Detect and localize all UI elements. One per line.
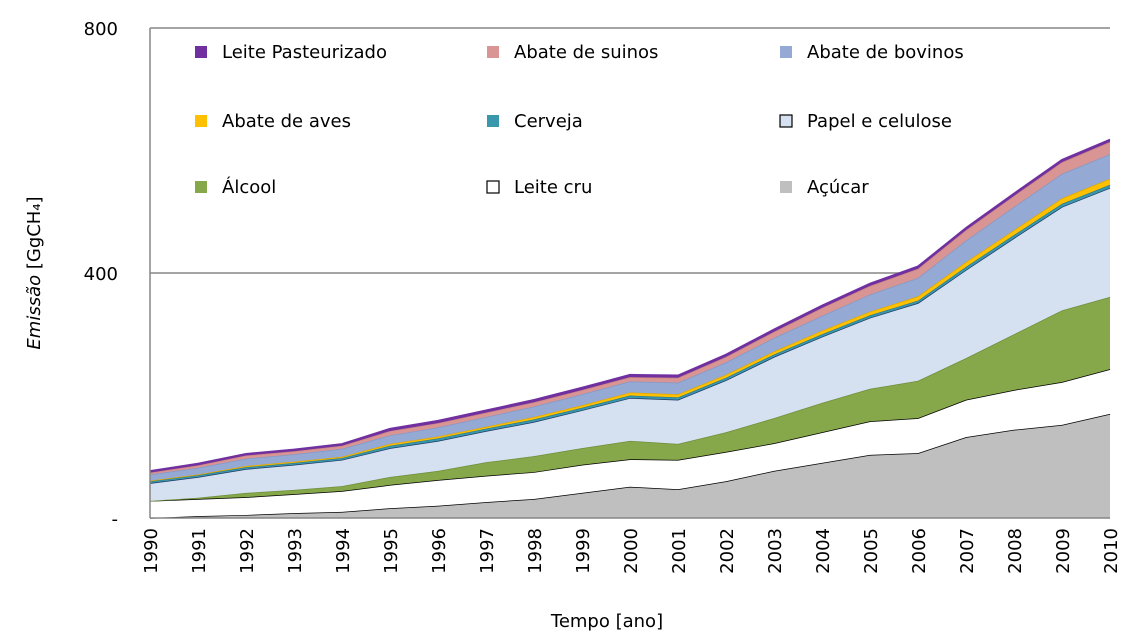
- x-tick-label: 1995: [381, 528, 402, 574]
- x-tick-label: 1991: [189, 528, 210, 574]
- x-tick-label: 1994: [333, 528, 354, 574]
- legend-label: Abate de suinos: [514, 42, 658, 63]
- legend-swatch: [487, 115, 499, 127]
- y-tick-label: 400: [84, 264, 118, 285]
- x-tick-label: 2003: [765, 528, 786, 574]
- x-tick-label: 1998: [525, 528, 546, 574]
- area: [150, 369, 1110, 518]
- area: [150, 296, 1110, 501]
- x-tick-label: 2004: [813, 528, 834, 574]
- legend-label: Abate de aves: [222, 111, 351, 132]
- legend-label: Cerveja: [514, 111, 583, 132]
- y-axis-title: Emissão [GgCH₄]: [24, 196, 45, 349]
- area: [150, 413, 1110, 518]
- legend-swatch: [195, 181, 207, 193]
- x-tick-label: 2008: [1005, 528, 1026, 574]
- legend-swatch: [780, 181, 792, 193]
- y-axis-unit: [GgCH₄]: [24, 196, 45, 269]
- area-edge: [149, 138, 1111, 472]
- x-tick-label: 1993: [285, 528, 306, 574]
- x-tick-label: 2009: [1053, 528, 1074, 574]
- x-tick-label: 2010: [1101, 528, 1122, 574]
- x-tick-label: 1999: [573, 528, 594, 574]
- x-tick-label: 2002: [717, 528, 738, 574]
- x-tick-label: 1992: [237, 528, 258, 574]
- legend-swatch: [195, 46, 207, 58]
- legend-label: Abate de bovinos: [807, 42, 964, 63]
- x-tick-label: 1990: [141, 528, 162, 574]
- legend-label: Papel e celulose: [807, 111, 952, 132]
- legend-label: Açúcar: [807, 177, 869, 198]
- x-tick-label: 2006: [909, 528, 930, 574]
- legend-swatch: [780, 46, 792, 58]
- x-tick-label: 1996: [429, 528, 450, 574]
- x-tick-label: 2005: [861, 528, 882, 574]
- legend-swatch: [779, 114, 793, 128]
- legend-label: Leite Pasteurizado: [222, 42, 387, 63]
- legend-swatch: [195, 115, 207, 127]
- x-tick-label: 2007: [957, 528, 978, 574]
- x-tick-label: 2000: [621, 528, 642, 574]
- x-tick-label: 2001: [669, 528, 690, 574]
- legend-label: Álcool: [222, 176, 276, 198]
- x-tick-label: 1997: [477, 528, 498, 574]
- y-tick-label: -: [112, 509, 119, 530]
- legend-label: Leite cru: [514, 177, 592, 198]
- legend-swatch: [487, 46, 499, 58]
- legend-swatch: [486, 180, 500, 194]
- y-axis-title-main: Emissão: [24, 275, 45, 350]
- y-tick-label: 800: [84, 19, 118, 40]
- x-axis-title: Tempo [ano]: [550, 611, 663, 632]
